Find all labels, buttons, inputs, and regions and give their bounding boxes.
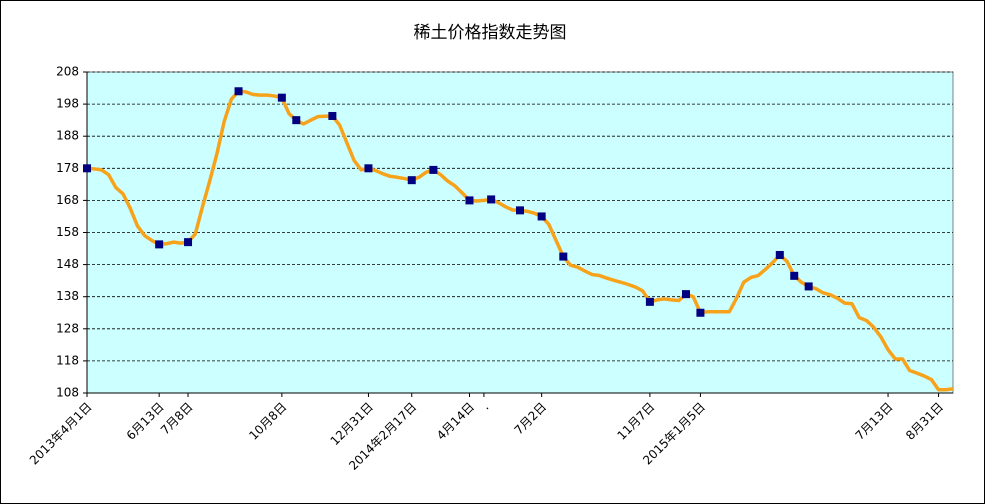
y-tick-label: 168 bbox=[56, 193, 79, 207]
y-tick-label: 208 bbox=[56, 65, 79, 79]
data-marker bbox=[775, 250, 784, 259]
data-marker bbox=[790, 271, 799, 280]
y-tick-label: 118 bbox=[56, 353, 79, 367]
chart-title: 稀土价格指数走势图 bbox=[414, 23, 567, 43]
y-tick-label: 198 bbox=[56, 97, 79, 111]
data-marker bbox=[83, 164, 91, 173]
data-marker bbox=[277, 93, 286, 102]
data-marker bbox=[155, 240, 164, 249]
data-marker bbox=[559, 252, 568, 261]
y-tick-label: 148 bbox=[56, 257, 79, 271]
data-marker bbox=[292, 116, 301, 125]
data-marker bbox=[465, 196, 474, 205]
data-marker bbox=[184, 238, 193, 247]
y-tick-label: 158 bbox=[56, 225, 79, 239]
y-tick-label: 138 bbox=[56, 289, 79, 303]
data-marker bbox=[429, 165, 438, 174]
y-tick-label: 188 bbox=[56, 129, 79, 143]
data-marker bbox=[681, 290, 690, 299]
data-marker bbox=[364, 164, 373, 173]
data-marker bbox=[487, 195, 496, 204]
data-marker bbox=[804, 282, 813, 291]
y-tick-label: 178 bbox=[56, 161, 79, 175]
data-marker bbox=[645, 297, 654, 306]
y-tick-label: 128 bbox=[56, 321, 79, 335]
data-marker bbox=[407, 176, 416, 185]
data-marker bbox=[696, 308, 705, 317]
data-marker bbox=[234, 87, 243, 96]
data-marker bbox=[328, 111, 337, 120]
data-marker bbox=[537, 212, 546, 221]
y-tick-label: 108 bbox=[56, 386, 79, 400]
data-marker bbox=[516, 206, 524, 215]
